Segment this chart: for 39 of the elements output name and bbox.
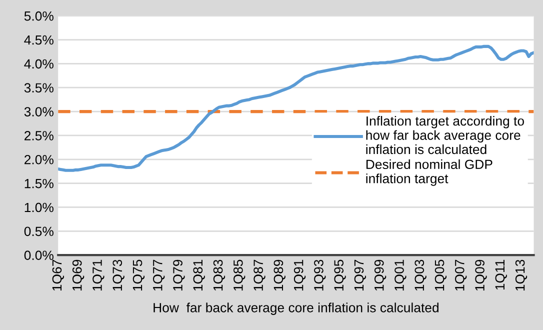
- y-tick-label: 3.5%: [24, 83, 54, 93]
- line-series: [58, 44, 534, 172]
- x-tick-label: 1Q07: [454, 260, 467, 291]
- x-axis-title: How far back average core inflation is calculated: [154, 302, 438, 315]
- x-tick-label: 1Q69: [72, 260, 84, 291]
- y-tick-label: 2.0%: [24, 154, 54, 164]
- x-tick-label: 1Q87: [254, 260, 266, 291]
- x-tick-label: 1Q75: [132, 260, 145, 291]
- y-tick-label: 1.5%: [24, 178, 54, 188]
- x-tick-label: 1Q99: [374, 260, 386, 291]
- x-tick-label: 1Q95: [334, 260, 346, 291]
- legend-label: Inflation target according to how far back average core inflation is calculated: [366, 116, 524, 154]
- x-tick-label: 1Q93: [314, 260, 326, 291]
- y-tick-label: 4.0%: [24, 59, 54, 69]
- x-tick-label: 1Q91: [294, 260, 306, 291]
- x-tick-label: 1Q11: [495, 260, 507, 290]
- x-tick-label: 1Q09: [475, 260, 487, 291]
- x-tick-label: 1Q97: [354, 260, 366, 291]
- x-tick-label: 1Q67: [52, 260, 64, 291]
- x-tick-label: 1Q89: [274, 260, 286, 291]
- y-tick-label: 0.0%: [24, 250, 54, 260]
- y-tick-label: 5.0%: [24, 11, 54, 21]
- y-tick-label: 2.5%: [24, 131, 54, 140]
- y-tick-label: 4.5%: [24, 35, 54, 45]
- y-tick-label: 1.0%: [24, 202, 54, 212]
- x-tick-label: 1Q71: [92, 260, 104, 291]
- y-tick-label: 3.0%: [24, 107, 54, 116]
- x-tick-label: 1Q85: [234, 260, 246, 291]
- x-tick-label: 1Q01: [394, 260, 406, 291]
- x-tick-label: 1Q73: [112, 260, 124, 291]
- y-tick-label: 0.5%: [24, 226, 54, 236]
- x-tick-label: 1Q79: [173, 260, 185, 291]
- x-tick-label: 1Q05: [434, 260, 447, 291]
- x-tick-label: 1Q83: [213, 260, 226, 291]
- x-tick-label: 1Q77: [152, 260, 165, 291]
- x-tick-label: 1Q81: [193, 260, 205, 291]
- x-tick-label: 1Q13: [515, 260, 528, 291]
- x-tick-label: 1Q03: [414, 260, 426, 291]
- legend-label: Desired nominal GDP inflation target: [366, 159, 492, 186]
